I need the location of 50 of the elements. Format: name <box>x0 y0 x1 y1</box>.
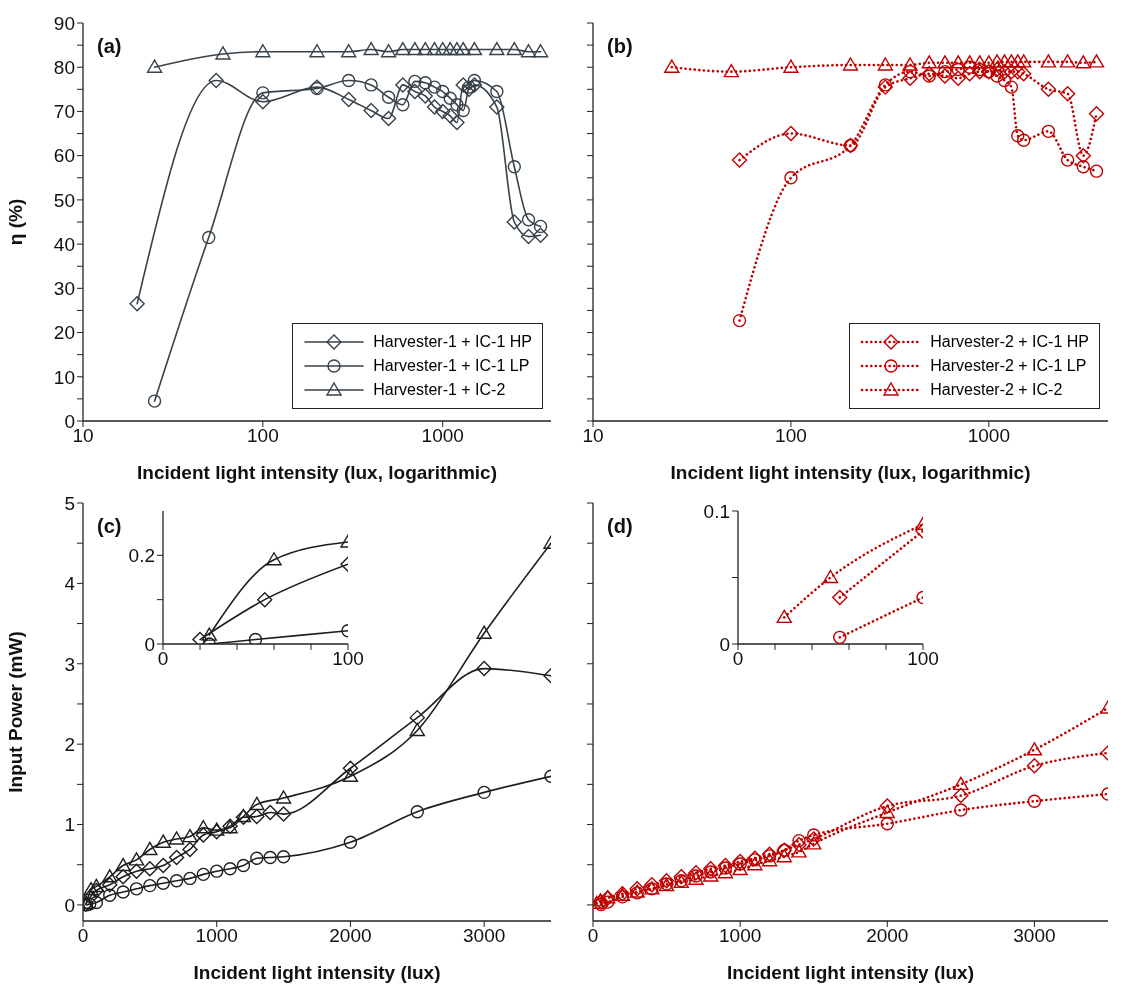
legend-label: Harvester-2 + IC-2 <box>930 381 1063 399</box>
x-tick-label: 0 <box>157 648 169 670</box>
x-tick-label: 100 <box>332 648 364 670</box>
y-axis-title: Input Power (mW) <box>4 631 26 793</box>
y-tick-label: 1 <box>64 814 75 836</box>
y-tick-label: 80 <box>53 56 75 78</box>
x-axis-title: Incident light intensity (lux, logarithmic) <box>137 462 497 483</box>
y-tick-label: 2 <box>64 733 75 755</box>
x-axis-title: Incident light intensity (lux, logarithmic) <box>670 462 1031 483</box>
y-tick-label: 0.2 <box>128 545 155 567</box>
y-tick-label: 40 <box>53 233 75 255</box>
x-tick-label: 0 <box>732 648 744 670</box>
x-tick-label: 2000 <box>329 925 372 947</box>
y-axis-title: η (%) <box>4 198 26 246</box>
x-tick-label: 0 <box>587 925 599 947</box>
y-tick-label: 3 <box>64 653 75 675</box>
x-axis-title: Incident light intensity (lux) <box>193 962 441 983</box>
x-axis-title: Incident light intensity (lux) <box>727 962 974 983</box>
x-tick-label: 100 <box>247 425 279 447</box>
legend-label: Harvester-1 + IC-1 HP <box>373 333 532 351</box>
annotation: (b) <box>607 35 633 58</box>
x-tick-label: 100 <box>775 425 807 447</box>
x-tick-label: 1000 <box>195 925 238 947</box>
x-tick-label: 1000 <box>421 425 464 447</box>
x-tick-label: 100 <box>907 648 939 670</box>
y-tick-label: 20 <box>53 322 75 344</box>
x-tick-label: 3000 <box>463 925 506 947</box>
annotation: (c) <box>97 515 122 538</box>
y-tick-label: 30 <box>53 278 75 300</box>
y-tick-label: 5 <box>64 492 75 514</box>
legend-label: Harvester-1 + IC-1 LP <box>373 357 530 375</box>
legend-label: Harvester-2 + IC-1 LP <box>930 357 1087 375</box>
legend-label: Harvester-2 + IC-1 HP <box>930 333 1089 351</box>
x-tick-label: 1000 <box>967 425 1010 447</box>
x-tick-label: 10 <box>582 425 604 447</box>
x-tick-label: 3000 <box>1013 925 1056 947</box>
y-tick-label: 4 <box>64 573 76 595</box>
y-tick-label: 10 <box>53 366 75 388</box>
y-tick-label: 60 <box>53 145 75 167</box>
y-tick-label: 0 <box>64 410 75 432</box>
legend-label: Harvester-1 + IC-2 <box>373 381 506 399</box>
x-tick-label: 1000 <box>719 925 762 947</box>
y-tick-label: 0 <box>64 894 75 916</box>
y-tick-label: 70 <box>53 101 75 123</box>
annotation: (a) <box>97 35 122 58</box>
y-tick-label: 90 <box>53 12 75 34</box>
y-tick-label: 50 <box>53 189 75 211</box>
annotation: (d) <box>607 515 633 538</box>
x-tick-label: 2000 <box>866 925 909 947</box>
y-tick-label: 0.1 <box>703 500 730 522</box>
